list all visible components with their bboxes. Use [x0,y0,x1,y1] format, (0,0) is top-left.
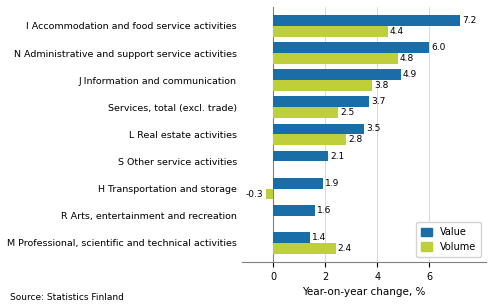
Text: -0.3: -0.3 [246,189,264,199]
Bar [274,26,387,37]
Text: 3.7: 3.7 [371,97,386,106]
Bar [274,123,364,134]
Bar [274,134,346,145]
Text: 2.8: 2.8 [348,135,362,144]
Text: 2.1: 2.1 [330,152,344,161]
Bar [274,53,398,64]
Bar [266,188,274,199]
Text: 2.5: 2.5 [340,108,354,117]
Text: 1.4: 1.4 [312,233,326,242]
Text: 7.2: 7.2 [462,16,476,25]
Bar [274,232,310,243]
Text: 3.5: 3.5 [366,124,381,133]
Legend: Value, Volume: Value, Volume [416,222,481,257]
Bar [274,42,429,53]
Bar [274,107,338,118]
Bar [274,69,400,80]
Text: 4.4: 4.4 [389,27,404,36]
Text: 2.4: 2.4 [338,244,352,253]
Bar [274,150,328,161]
X-axis label: Year-on-year change, %: Year-on-year change, % [303,287,426,297]
Bar [274,80,372,91]
Bar [274,243,336,254]
Bar [274,96,369,107]
Text: 1.6: 1.6 [317,206,331,215]
Text: 4.8: 4.8 [400,54,414,63]
Text: 4.9: 4.9 [403,70,417,79]
Bar [274,205,315,216]
Text: 6.0: 6.0 [431,43,446,52]
Text: 3.8: 3.8 [374,81,388,90]
Bar [274,178,323,188]
Text: Source: Statistics Finland: Source: Statistics Finland [10,293,124,302]
Text: 1.9: 1.9 [325,179,339,188]
Bar [274,15,460,26]
